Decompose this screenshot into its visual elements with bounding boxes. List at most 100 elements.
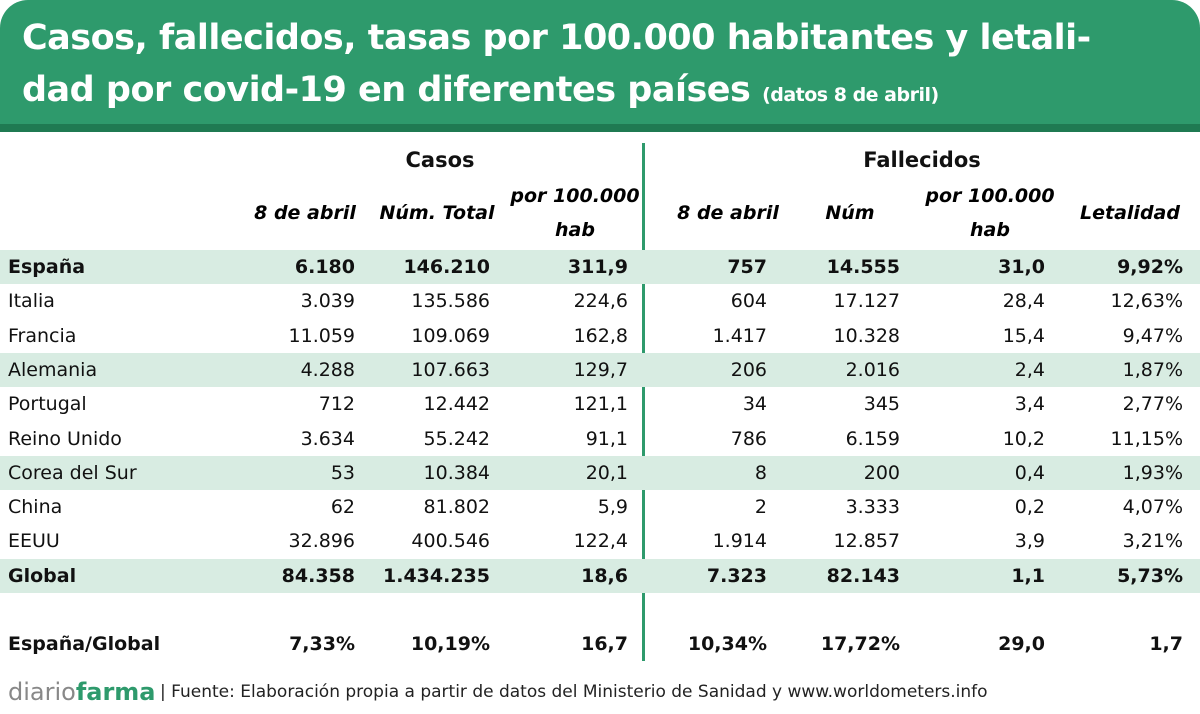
cell: 53 <box>330 461 355 484</box>
column-header: 8 de abril <box>677 202 779 224</box>
cell: 3.333 <box>845 496 900 519</box>
cell: 12,63% <box>1110 290 1183 313</box>
column-header: Núm <box>825 202 875 224</box>
cell: 12.442 <box>423 393 490 416</box>
cell: 3,4 <box>1014 393 1045 416</box>
cell: 311,9 <box>567 256 628 278</box>
cell: 28,4 <box>1002 290 1045 313</box>
cell: 1,93% <box>1122 461 1183 484</box>
row-shade <box>0 250 1200 284</box>
cell: 12.857 <box>833 530 900 553</box>
logo-light: diario <box>8 678 76 706</box>
cell: 84.358 <box>281 564 355 587</box>
cell: 9,92% <box>1117 256 1183 278</box>
cell: 2,4 <box>1014 358 1045 381</box>
cell: 146.210 <box>403 256 490 278</box>
cell: 135.586 <box>411 290 490 313</box>
row-label: Portugal <box>8 393 87 416</box>
row-label: Italia <box>8 290 55 313</box>
cell: 109.069 <box>411 324 490 347</box>
title-line: dad por covid-19 en diferentes países (d… <box>22 70 939 110</box>
title-note: (datos 8 de abril) <box>762 84 939 106</box>
cell: 224,6 <box>573 290 628 313</box>
row-shade <box>0 352 1200 387</box>
source: | Fuente: Elaboración propia a partir de… <box>160 682 988 702</box>
cell: 5,73% <box>1117 564 1183 587</box>
cell: 6.180 <box>294 256 355 278</box>
row-label: Alemania <box>8 358 98 381</box>
column-header: por 100.000 hab <box>510 185 640 241</box>
cell: 200 <box>863 461 900 484</box>
column-header: 8 de abril <box>254 202 356 224</box>
column-header: Letalidad <box>1080 202 1180 224</box>
cell: 2.016 <box>845 358 900 381</box>
cell: 107.663 <box>411 358 490 381</box>
cell: 7,33% <box>289 633 355 655</box>
cell: 11,15% <box>1110 427 1183 450</box>
logo: diariofarma <box>8 678 156 706</box>
cell: 29,0 <box>998 633 1045 655</box>
logo-bold: farma <box>75 678 156 706</box>
cell: 82.143 <box>826 564 900 587</box>
cell: 0,2 <box>1014 496 1045 519</box>
cell: 162,8 <box>573 324 628 347</box>
title-text: dad por covid-19 en diferentes países <box>22 70 751 110</box>
cell: 604 <box>730 290 767 313</box>
cell: 14.555 <box>826 256 900 278</box>
cell: 4,07% <box>1122 496 1183 519</box>
cell: 122,4 <box>573 530 628 553</box>
cell: 1,1 <box>1011 564 1045 587</box>
cell: 3.634 <box>300 427 355 450</box>
cell: 34 <box>742 393 767 416</box>
cell: 757 <box>727 256 767 278</box>
row-label: Global <box>8 564 77 587</box>
cell: 786 <box>730 427 767 450</box>
cell: 10,2 <box>1002 427 1045 450</box>
cell: 2,77% <box>1122 393 1183 416</box>
cell: 91,1 <box>585 427 628 450</box>
cell: 31,0 <box>998 256 1045 278</box>
cell: 4.288 <box>300 358 355 381</box>
cell: 1,7 <box>1149 633 1183 655</box>
cell: 17.127 <box>833 290 900 313</box>
cell: 10,19% <box>410 633 490 655</box>
cell: 55.242 <box>423 427 490 450</box>
group-header: Fallecidos <box>863 148 981 172</box>
cell: 7.323 <box>706 564 767 587</box>
cell: 712 <box>318 393 355 416</box>
cell: 0,4 <box>1014 461 1045 484</box>
cell: 5,9 <box>597 496 628 519</box>
cell: 2 <box>754 496 767 519</box>
column-header: Núm. Total <box>379 202 495 224</box>
column-header: por 100.000 hab <box>925 185 1055 241</box>
cell: 11.059 <box>288 324 355 347</box>
cell: 20,1 <box>585 461 628 484</box>
cell: 8 <box>754 461 767 484</box>
cell: 32.896 <box>288 530 355 553</box>
cell: 17,72% <box>820 633 900 655</box>
cell: 9,47% <box>1122 324 1183 347</box>
header-band <box>0 0 1200 132</box>
row-shade <box>0 455 1200 490</box>
cell: 1.417 <box>712 324 767 347</box>
cell: 62 <box>330 496 355 519</box>
row-label: Reino Unido <box>8 427 122 450</box>
cell: 1.434.235 <box>383 564 490 587</box>
cell: 3,21% <box>1122 530 1183 553</box>
cell: 1,87% <box>1122 358 1183 381</box>
cell: 129,7 <box>573 358 628 381</box>
row-label: EEUU <box>8 530 60 553</box>
cell: 3,9 <box>1014 530 1045 553</box>
cell: 6.159 <box>845 427 900 450</box>
cell: 3.039 <box>300 290 355 313</box>
cell: 1.914 <box>712 530 767 553</box>
cell: 10.384 <box>423 461 490 484</box>
cell: 15,4 <box>1002 324 1045 347</box>
row-label: España <box>8 256 86 278</box>
title-line: Casos, fallecidos, tasas por 100.000 hab… <box>22 18 1091 58</box>
cell: 16,7 <box>581 633 628 655</box>
cell: 81.802 <box>423 496 490 519</box>
row-label: España/Global <box>8 633 161 655</box>
row-shade <box>0 558 1200 593</box>
